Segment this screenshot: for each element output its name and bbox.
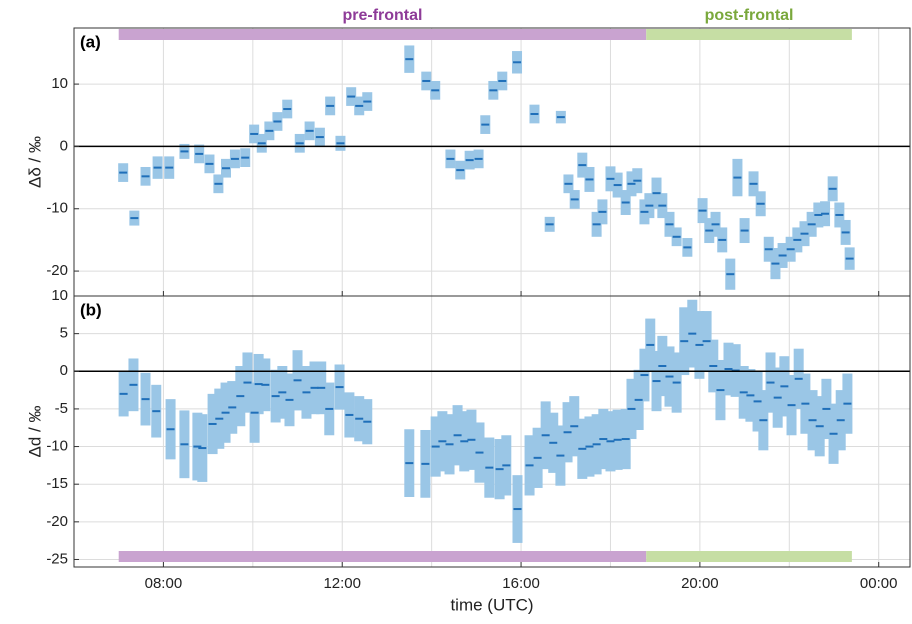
y-tick-label: -20: [46, 513, 68, 530]
y-tick-label: 10: [51, 287, 68, 304]
y-tick-label: -10: [46, 200, 68, 217]
y-axis-label: Δd / ‰: [25, 406, 44, 458]
panel-label: (a): [80, 32, 101, 51]
y-tick-label: 5: [60, 325, 68, 342]
y-tick-label: 0: [60, 362, 68, 379]
panel-label: (b): [80, 300, 102, 319]
x-tick-label: 00:00: [860, 575, 898, 592]
y-tick-label: -25: [46, 550, 68, 567]
period-band: [646, 551, 852, 562]
x-tick-label: 12:00: [323, 575, 361, 592]
x-tick-label: 20:00: [681, 575, 719, 592]
y-axis-label: Δδ / ‰: [25, 136, 44, 188]
y-tick-label: -20: [46, 262, 68, 279]
axes-frame: [73, 295, 911, 568]
y-tick-label: -15: [46, 475, 68, 492]
x-tick-label: 08:00: [145, 575, 183, 592]
x-axis-label: time (UTC): [450, 595, 533, 614]
y-tick-label: 10: [51, 75, 68, 92]
x-tick-label: 16:00: [502, 575, 540, 592]
period-band: [118, 29, 647, 40]
y-tick-label: -10: [46, 438, 68, 455]
y-tick-label: 0: [60, 137, 68, 154]
period-label: pre-frontal: [342, 7, 422, 24]
y-tick-label: -5: [55, 400, 68, 417]
period-band: [646, 29, 852, 40]
period-label: post-frontal: [705, 7, 794, 24]
period-band: [118, 551, 647, 562]
